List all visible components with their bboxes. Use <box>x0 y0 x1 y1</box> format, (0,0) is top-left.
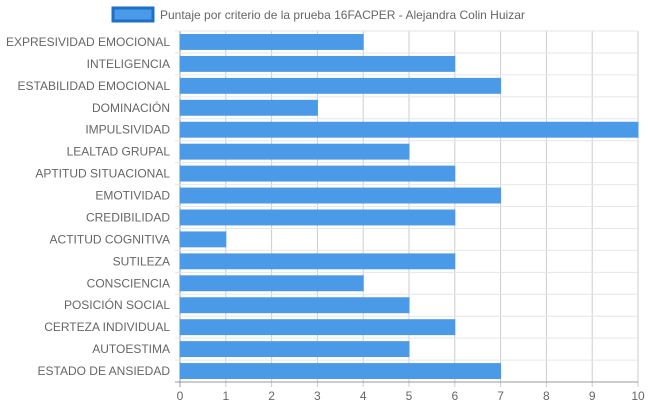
x-tick-label: 4 <box>360 389 367 403</box>
bar-0 <box>179 34 364 50</box>
y-tick-label: LEALTAD GRUPAL <box>67 145 171 159</box>
y-tick-label: EXPRESIVIDAD EMOCIONAL <box>6 35 170 49</box>
bar-10 <box>179 253 456 270</box>
y-tick-label: ACTITUD COGNITIVA <box>50 232 170 246</box>
x-tick-label: 7 <box>497 389 504 403</box>
bar-3 <box>179 99 318 116</box>
x-tick-label: 3 <box>314 389 321 403</box>
y-tick-label: EMOTIVIDAD <box>95 189 170 203</box>
bar-7 <box>179 187 502 204</box>
y-tick-label: CONSCIENCIA <box>87 276 170 290</box>
bar-6 <box>179 165 456 182</box>
bars <box>179 34 639 379</box>
bar-2 <box>179 77 502 94</box>
x-tick-label: 0 <box>177 389 184 403</box>
x-tick-label: 9 <box>589 389 596 403</box>
y-axis-labels: EXPRESIVIDAD EMOCIONAL INTELIGENCIA ESTABI… <box>6 35 170 378</box>
y-tick-label: CREDIBILIDAD <box>86 210 170 224</box>
bar-1 <box>179 55 456 72</box>
x-tick-label: 10 <box>631 389 645 403</box>
y-tick-label: DOMINACIÓN <box>92 100 170 115</box>
legend-swatch <box>111 6 155 23</box>
y-tick-label: INTELIGENCIA <box>87 57 170 71</box>
y-tick-label: ESTADO DE ANSIEDAD <box>38 364 171 378</box>
x-tick-label: 2 <box>268 389 275 403</box>
bar-12 <box>179 297 410 314</box>
bar-9 <box>179 231 227 248</box>
bar-15 <box>179 363 502 379</box>
bar-5 <box>179 143 410 160</box>
y-tick-label: POSICIÓN SOCIAL <box>64 297 170 312</box>
bar-13 <box>179 319 456 336</box>
x-tick-label: 5 <box>406 389 413 403</box>
y-tick-label: CERTEZA INDIVIDUAL <box>44 320 170 334</box>
bar-14 <box>179 341 410 358</box>
x-tick-label: 8 <box>543 389 550 403</box>
legend[interactable]: Puntaje por criterio de la prueba 16FACP… <box>111 6 525 23</box>
x-tick-label: 6 <box>451 389 458 403</box>
bar-11 <box>179 275 364 292</box>
x-tick-label: 1 <box>222 389 229 403</box>
legend-label: Puntaje por criterio de la prueba 16FACP… <box>160 8 525 22</box>
x-axis-labels: 0 1 2 3 4 5 6 7 8 9 10 <box>177 389 645 403</box>
y-tick-label: APTITUD SITUACIONAL <box>35 167 170 181</box>
y-tick-label: SUTILEZA <box>113 254 170 268</box>
bar-8 <box>179 209 456 226</box>
y-tick-label: ESTABILIDAD EMOCIONAL <box>18 79 171 93</box>
y-tick-label: AUTOESTIMA <box>92 342 170 356</box>
y-tick-label: IMPULSIVIDAD <box>85 123 170 137</box>
bar-4 <box>179 121 639 138</box>
